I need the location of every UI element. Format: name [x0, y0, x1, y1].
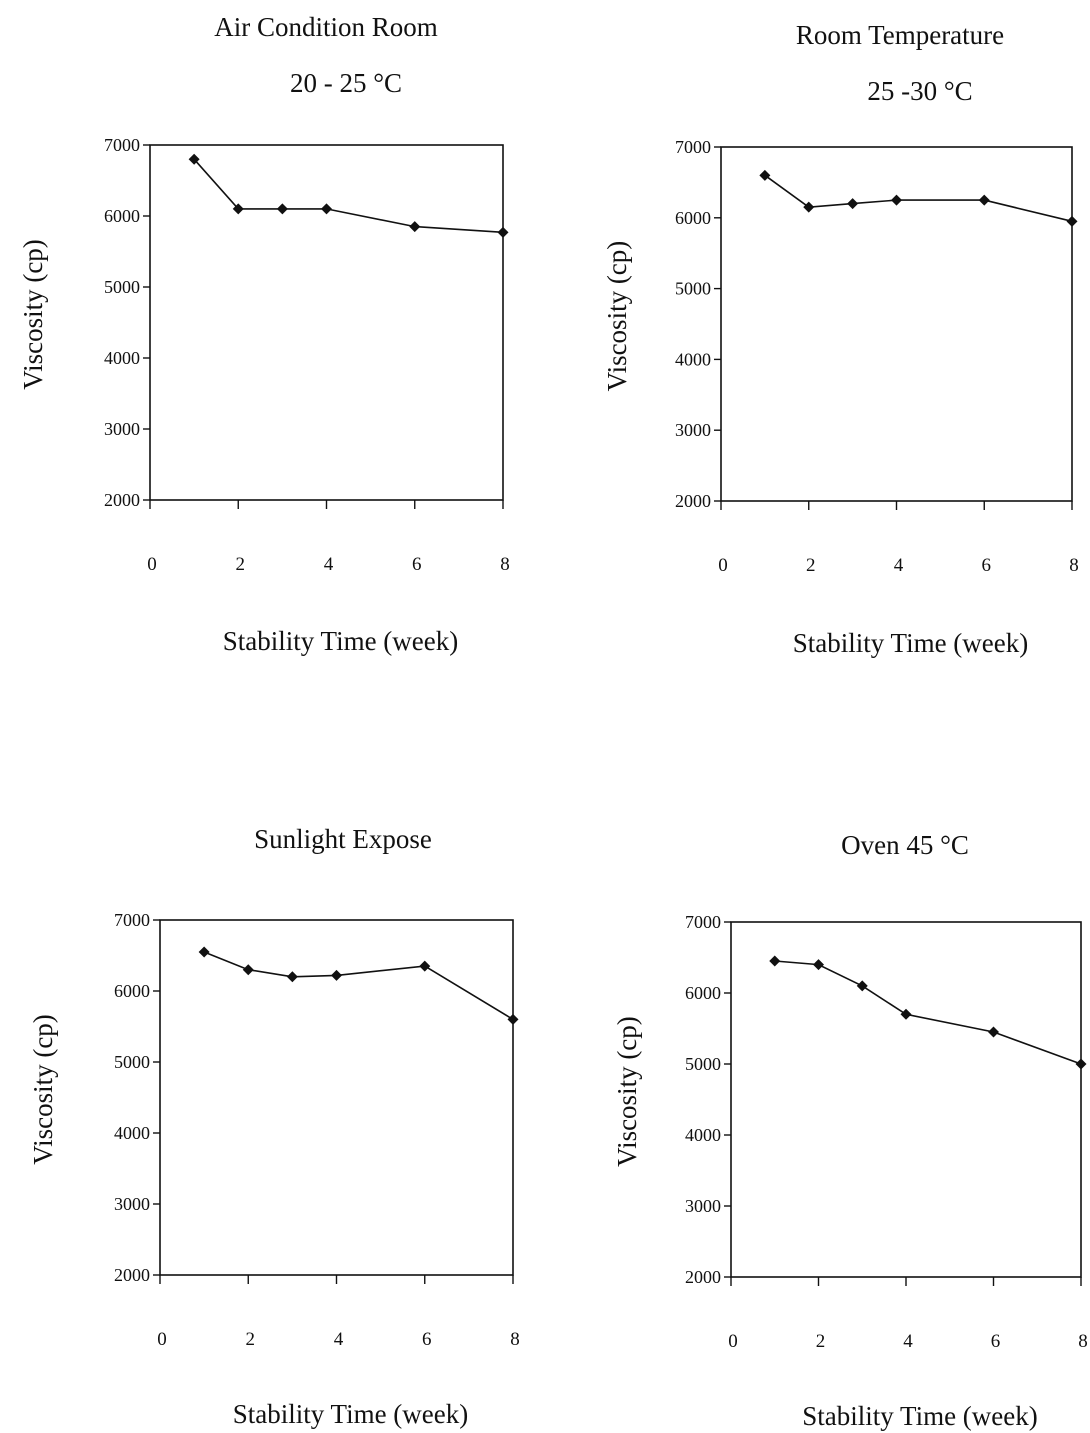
series-line [203, 951, 514, 1021]
data-point-marker [900, 1008, 912, 1020]
x-tick-label: 8 [510, 1329, 520, 1350]
y-tick-label: 3000 [104, 419, 140, 439]
y-tick-label: 6000 [104, 206, 140, 226]
chart-subtitle: 20 - 25 °C [290, 68, 402, 98]
x-tick-label: 4 [903, 1331, 913, 1352]
data-point-marker [856, 980, 868, 992]
data-point-marker [188, 153, 200, 165]
x-tick-label: 6 [412, 554, 422, 575]
y-axis-label: Viscosity (cp) [28, 1014, 58, 1165]
data-point-marker [276, 203, 288, 215]
x-axis-label: Stability Time (week) [793, 628, 1029, 658]
chart-title: Sunlight Expose [254, 824, 432, 854]
y-tick-label: 5000 [675, 279, 711, 299]
data-point-marker [759, 169, 771, 181]
chart-subtitle: 25 -30 °C [867, 76, 972, 106]
y-tick-label: 3000 [114, 1194, 150, 1214]
data-point-marker [321, 203, 332, 215]
x-tick-label: 6 [991, 1331, 1001, 1352]
data-point-marker [1075, 1058, 1087, 1070]
x-tick-label: 8 [500, 554, 510, 575]
y-axis-label: Viscosity (cp) [602, 241, 632, 392]
x-axis-label: Stability Time (week) [223, 626, 459, 656]
x-tick-label: 2 [806, 555, 816, 576]
chart-panel-2: Room Temperature 25 -30 °C 2000 3000 4000 500… [602, 20, 1079, 658]
chart-panel-4: Oven 45 °C 2000 3000 4000 5000 6000 7000 0 2 4 6 8 S… [612, 830, 1088, 1431]
y-tick-label: 2000 [675, 491, 711, 511]
y-tick-label: 4000 [675, 349, 711, 369]
data-point-marker [232, 203, 244, 215]
y-tick-label: 5000 [685, 1054, 721, 1074]
x-tick-label: 0 [728, 1331, 738, 1352]
y-tick-label: 3000 [685, 1196, 721, 1216]
y-tick-label: 2000 [114, 1265, 150, 1285]
x-tick-label: 2 [816, 1331, 826, 1352]
y-tick-label: 7000 [104, 135, 140, 155]
data-point-marker [891, 194, 902, 206]
data-point-marker [242, 964, 254, 976]
data-point-marker [803, 201, 815, 213]
y-tick-label: 3000 [675, 420, 711, 440]
x-axis-label: Stability Time (week) [802, 1401, 1038, 1431]
y-tick-label: 2000 [685, 1267, 721, 1287]
plot-frame [149, 144, 504, 501]
y-tick-label: 4000 [685, 1125, 721, 1145]
y-tick-label: 6000 [685, 983, 721, 1003]
chart-panel-3: Sunlight Expose 2000 3000 4000 5000 6000 7000 0… [28, 824, 520, 1429]
x-tick-label: 6 [982, 555, 992, 576]
data-point-marker [409, 221, 421, 233]
x-tick-label: 0 [147, 554, 157, 575]
data-point-marker [198, 946, 210, 958]
y-tick-label: 2000 [104, 490, 140, 510]
x-tick-label: 4 [894, 555, 904, 576]
data-point-marker [769, 955, 781, 967]
y-tick-label: 4000 [104, 348, 140, 368]
y-tick-label: 7000 [685, 912, 721, 932]
data-point-marker [419, 960, 431, 972]
y-axis-label: Viscosity (cp) [612, 1016, 642, 1167]
data-point-marker [331, 969, 342, 981]
y-tick-label: 6000 [675, 208, 711, 228]
data-point-marker [988, 1026, 999, 1038]
data-point-marker [286, 971, 298, 983]
y-tick-label: 5000 [114, 1052, 150, 1072]
x-tick-label: 0 [718, 555, 728, 576]
chart-title: Room Temperature [796, 20, 1004, 50]
x-tick-label: 4 [324, 554, 334, 575]
series-line [193, 158, 504, 234]
data-point-marker [813, 959, 824, 971]
x-tick-label: 4 [334, 1329, 344, 1350]
y-axis-label: Viscosity (cp) [18, 239, 48, 390]
x-tick-label: 2 [236, 554, 246, 575]
chart-title: Air Condition Room [214, 12, 438, 42]
y-tick-label: 7000 [114, 910, 150, 930]
y-tick-label: 5000 [104, 277, 140, 297]
series-line [764, 174, 1073, 223]
data-point-marker [497, 226, 509, 238]
x-tick-label: 2 [246, 1329, 256, 1350]
data-point-marker [507, 1013, 519, 1025]
x-tick-label: 8 [1078, 1331, 1088, 1352]
y-tick-label: 4000 [114, 1123, 150, 1143]
series-line [774, 960, 1082, 1065]
y-tick-label: 6000 [114, 981, 150, 1001]
x-tick-label: 8 [1069, 555, 1079, 576]
x-tick-label: 6 [422, 1329, 432, 1350]
plot-frame [730, 921, 1082, 1278]
chart-title: Oven 45 °C [841, 830, 969, 860]
x-axis-label: Stability Time (week) [233, 1399, 469, 1429]
x-tick-label: 0 [157, 1329, 167, 1350]
chart-panel-1: Air Condition Room 20 - 25 °C 2000 3000 4000… [18, 12, 510, 656]
data-point-marker [847, 198, 859, 210]
data-point-marker [978, 194, 990, 206]
y-tick-label: 7000 [675, 137, 711, 157]
data-point-marker [1066, 215, 1078, 227]
